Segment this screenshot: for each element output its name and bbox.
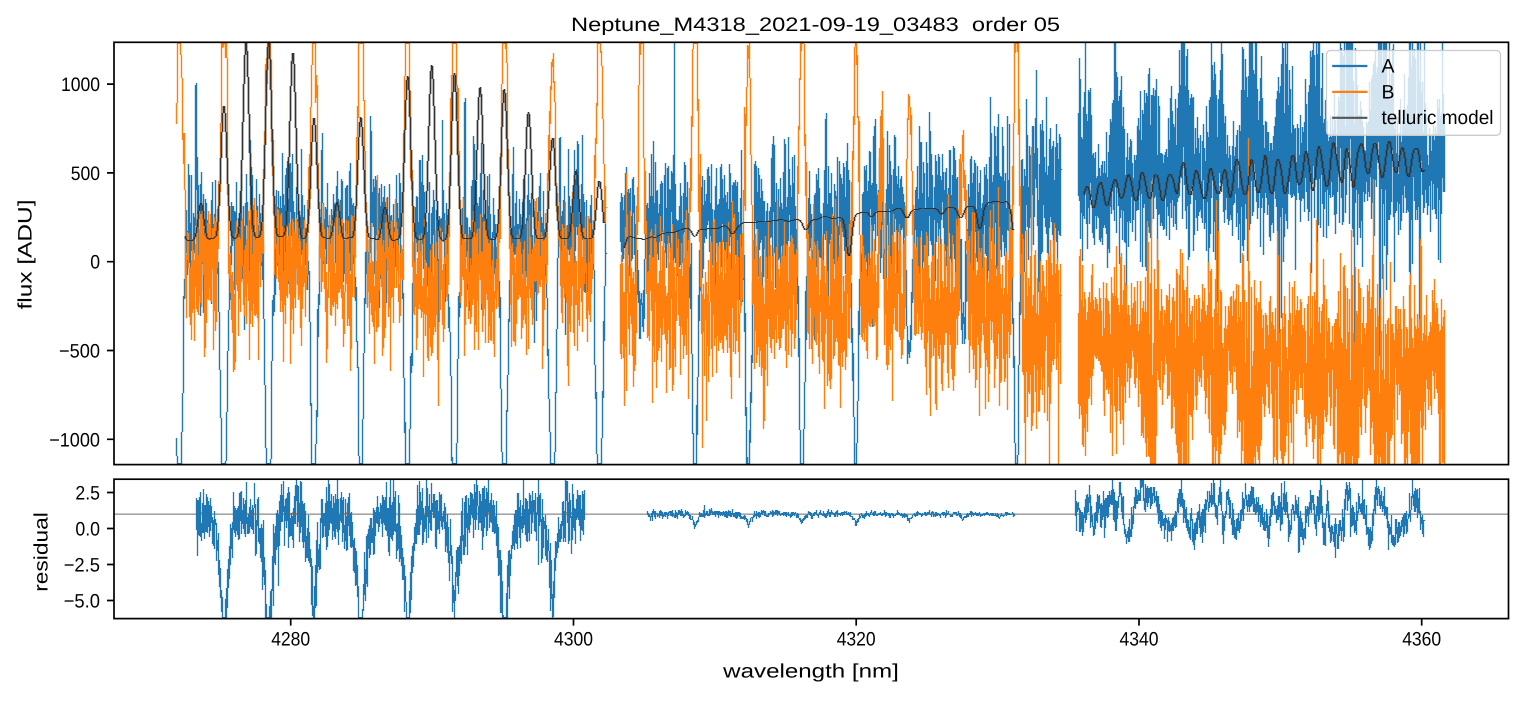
- svg-text:4340: 4340: [1120, 628, 1159, 650]
- svg-text:telluric model: telluric model: [1382, 107, 1494, 129]
- svg-text:Neptune_M4318_2021-09-19_03483: Neptune_M4318_2021-09-19_03483 order 05: [571, 14, 1060, 36]
- svg-text:0.0: 0.0: [75, 519, 100, 541]
- svg-text:flux [ADU]: flux [ADU]: [15, 200, 37, 310]
- svg-text:500: 500: [71, 163, 100, 185]
- svg-text:−500: −500: [59, 341, 100, 363]
- svg-text:−1000: −1000: [49, 429, 100, 451]
- svg-text:4300: 4300: [554, 628, 593, 650]
- svg-text:residual: residual: [31, 512, 53, 592]
- svg-text:1000: 1000: [61, 74, 100, 96]
- svg-text:4360: 4360: [1402, 628, 1441, 650]
- svg-text:4280: 4280: [271, 628, 310, 650]
- svg-text:−2.5: −2.5: [64, 555, 100, 577]
- svg-text:0: 0: [90, 252, 100, 274]
- svg-text:2.5: 2.5: [75, 483, 100, 505]
- svg-text:B: B: [1382, 81, 1395, 103]
- svg-text:4320: 4320: [837, 628, 876, 650]
- svg-text:A: A: [1382, 55, 1395, 77]
- svg-text:−5.0: −5.0: [64, 591, 100, 613]
- svg-text:wavelength [nm]: wavelength [nm]: [722, 661, 899, 683]
